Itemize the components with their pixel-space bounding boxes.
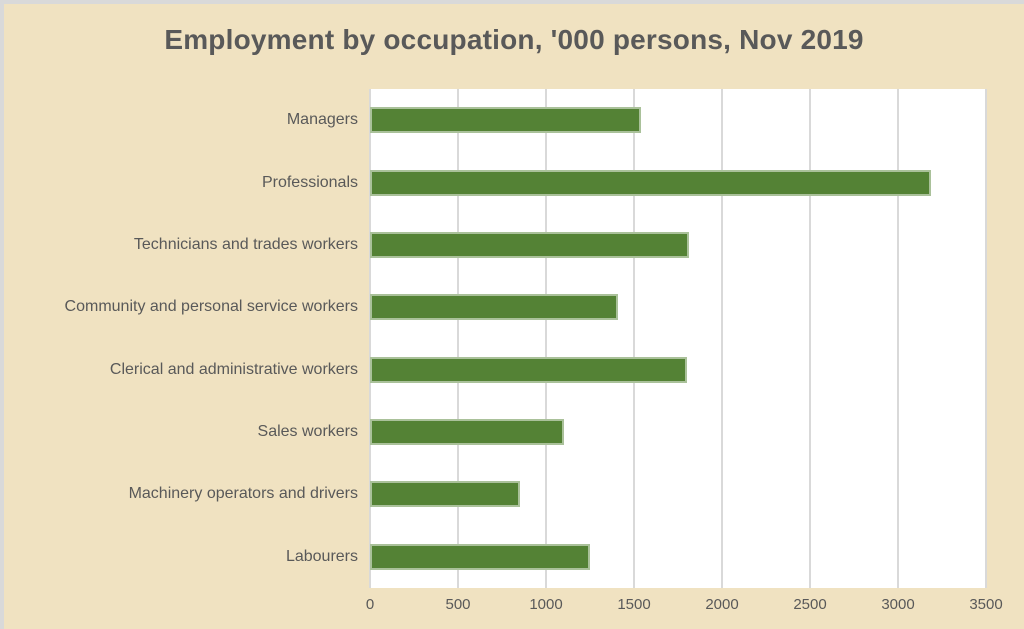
category-label-labourers: Labourers <box>285 547 358 565</box>
bar-sales-workers <box>370 419 564 446</box>
gridline-1000 <box>545 89 547 588</box>
category-label-community-and-personal-service-workers: Community and personal service workers <box>64 298 358 316</box>
x-tick-label-0: 0 <box>365 596 375 613</box>
bar-clerical-and-administrative-workers <box>370 356 687 383</box>
category-label-sales-workers: Sales workers <box>257 423 358 441</box>
gridline-0 <box>369 89 371 588</box>
bar-managers <box>370 107 642 134</box>
x-tick-label-3500: 3500 <box>969 596 1003 613</box>
category-label-machinery-operators-and-drivers: Machinery operators and drivers <box>128 485 358 503</box>
category-label-professionals: Professionals <box>261 173 358 191</box>
bar-labourers <box>370 543 590 570</box>
bar-technicians-and-trades-workers <box>370 231 689 258</box>
x-tick-label-2500: 2500 <box>793 596 827 613</box>
gridline-2500 <box>809 89 811 588</box>
x-tick-label-1000: 1000 <box>529 596 563 613</box>
gridline-1500 <box>633 89 635 588</box>
gridline-3500 <box>985 89 987 588</box>
gridline-500 <box>457 89 459 588</box>
category-label-clerical-and-administrative-workers: Clerical and administrative workers <box>109 360 358 378</box>
bar-community-and-personal-service-workers <box>370 294 619 321</box>
plot-area <box>369 89 987 588</box>
bar-professionals <box>370 169 932 196</box>
x-tick-label-3000: 3000 <box>881 596 915 613</box>
gridline-2000 <box>721 89 723 588</box>
category-label-managers: Managers <box>286 111 358 129</box>
category-label-technicians-and-trades-workers: Technicians and trades workers <box>133 235 358 253</box>
chart-title: Employment by occupation, '000 persons, … <box>164 24 864 55</box>
bar-machinery-operators-and-drivers <box>370 481 520 508</box>
gridline-3000 <box>897 89 899 588</box>
x-tick-label-1500: 1500 <box>617 596 651 613</box>
x-tick-label-500: 500 <box>445 596 471 613</box>
x-tick-label-2000: 2000 <box>705 596 739 613</box>
